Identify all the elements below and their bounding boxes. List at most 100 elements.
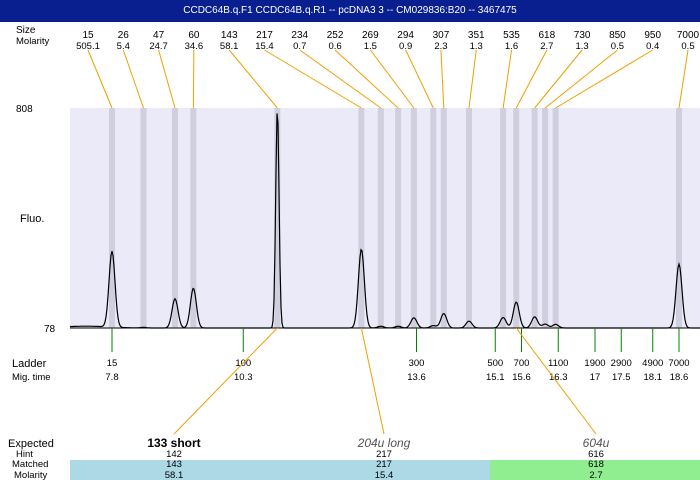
peak-band	[542, 108, 549, 328]
peak-molarity-label: 505.1	[76, 41, 100, 52]
expected-leader-line	[515, 327, 597, 435]
peak-leader-line	[405, 49, 434, 109]
peak-band	[190, 108, 197, 328]
peak-leader-line	[555, 49, 653, 109]
peak-band	[377, 108, 384, 328]
peak-size-label: 7000	[677, 30, 700, 41]
ladder-size-label: 7000	[668, 358, 689, 369]
ladder-size-label: 1100	[548, 358, 568, 369]
peak-size-label: 307	[433, 30, 450, 41]
peak-size-label: 234	[291, 30, 308, 41]
peak-size-label: 60	[188, 30, 200, 41]
expected-matched-value: 618	[588, 459, 604, 470]
peak-leader-lines	[87, 49, 689, 109]
ladder-time-label: 13.6	[407, 372, 426, 383]
peak-band	[109, 108, 115, 328]
expected-leader-line	[360, 327, 385, 435]
peak-leader-line	[369, 49, 415, 109]
expected-hint-value: 217	[376, 449, 392, 460]
ladder-time-label: 16.3	[549, 372, 568, 383]
peak-size-label: 15	[82, 30, 94, 41]
window-title: CCDC64B.q.F1 CCDC64B.q.R1 -- pcDNA3 3 --…	[0, 0, 700, 22]
ladder-size-label: 15	[107, 358, 118, 369]
peak-molarity-label: 2.7	[540, 41, 553, 52]
peak-leader-line	[192, 49, 195, 109]
peak-leader-line	[87, 49, 113, 109]
peak-band	[140, 108, 147, 328]
plot-area	[70, 108, 700, 328]
y-axis-bottom-label: 78	[44, 324, 56, 335]
peak-leader-line	[264, 49, 362, 109]
ladder-size-label: 700	[514, 358, 530, 369]
ladder-size-label: 4900	[642, 358, 663, 369]
expected-band-blue	[70, 460, 490, 480]
ladder-time-label: 17	[590, 372, 601, 383]
expected-matched-value: 217	[376, 459, 392, 470]
peak-molarity-label: 5.4	[117, 41, 130, 52]
matched-label: Matched	[12, 459, 48, 470]
peak-size-label: 143	[221, 30, 238, 41]
peak-size-label: 618	[538, 30, 555, 41]
peak-band	[440, 108, 447, 328]
peak-size-label: 47	[153, 30, 165, 41]
electropherogram: 15505.1265.44724.76034.614358.121715.423…	[8, 25, 700, 480]
expected-hint-value: 142	[166, 449, 182, 460]
expected-product-name: 133 short	[147, 436, 200, 450]
ladder-time-label: 15.6	[512, 372, 531, 383]
peak-molarity-label: 15.4	[255, 41, 274, 52]
ladder-size-label: 300	[409, 358, 425, 369]
ladder-markers: 157.810010.330013.650015.170015.6110016.…	[105, 328, 690, 383]
molarity-bottom-label: Molarity	[14, 470, 48, 480]
ladder-time-label: 18.1	[644, 372, 663, 383]
peak-molarity-label: 0.6	[328, 41, 341, 52]
peak-size-label: 351	[468, 30, 485, 41]
peak-leader-line	[158, 49, 176, 109]
peak-band	[430, 108, 437, 328]
peak-band	[466, 108, 472, 328]
expected-label: Expected	[8, 438, 54, 450]
peak-molarity-label: 1.6	[505, 41, 518, 52]
peak-molarity-label: 0.5	[611, 41, 624, 52]
peak-band	[172, 108, 178, 328]
ladder-time-label: 17.5	[612, 372, 631, 383]
peak-leader-line	[334, 49, 399, 109]
peak-size-label: 252	[327, 30, 344, 41]
peak-leader-line	[299, 49, 382, 109]
peak-leader-line	[228, 49, 278, 109]
peak-leader-line	[502, 49, 513, 109]
peak-leader-line	[440, 49, 445, 109]
peak-band	[513, 108, 520, 328]
peak-size-label: 294	[397, 30, 414, 41]
peak-band	[676, 108, 682, 328]
ladder-time-label: 15.1	[486, 372, 505, 383]
peak-band	[500, 108, 507, 328]
peak-bands	[109, 108, 682, 328]
peak-molarity-label: 0.9	[399, 41, 412, 52]
peak-molarity-label: 1.3	[470, 41, 483, 52]
expected-leader-line	[173, 327, 278, 435]
ladder-size-label: 2900	[611, 358, 632, 369]
peak-molarity-label: 0.4	[646, 41, 659, 52]
peak-leader-line	[468, 49, 477, 109]
peak-leader-line	[515, 49, 548, 109]
peak-molarity-label: 1.5	[364, 41, 377, 52]
fluo-axis-label: Fluo.	[20, 213, 44, 225]
peak-size-label: 730	[574, 30, 591, 41]
peak-size-label: 535	[503, 30, 520, 41]
expected-band-green	[490, 460, 700, 480]
peak-size-label: 850	[609, 30, 626, 41]
peak-molarity-label: 0.5	[681, 41, 694, 52]
peak-band	[395, 108, 402, 328]
y-axis-top-label: 808	[16, 104, 33, 115]
peak-molarity-label: 24.7	[149, 41, 168, 52]
peak-molarity-label: 1.3	[576, 41, 589, 52]
expected-molarity-value: 58.1	[165, 470, 184, 480]
peak-molarity-label: 0.7	[293, 41, 306, 52]
expected-matched-value: 143	[166, 459, 182, 470]
peak-band	[410, 108, 417, 328]
expected-product-name: 604u	[583, 436, 610, 450]
expected-molarity-value: 15.4	[375, 470, 394, 480]
expected-molarity-value: 2.7	[589, 470, 602, 480]
